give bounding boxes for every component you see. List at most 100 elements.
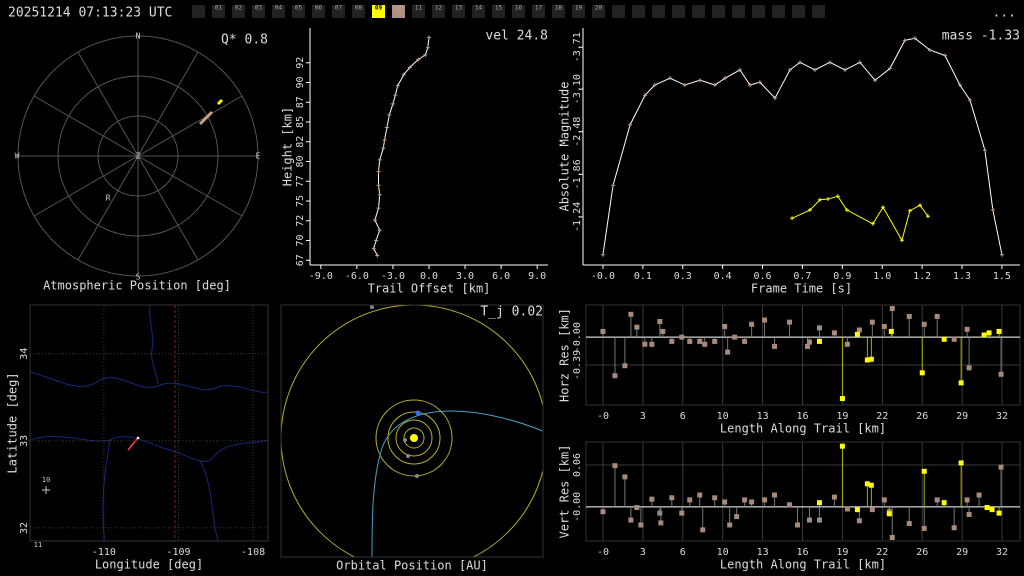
data-point bbox=[806, 339, 812, 345]
frame-label: 18 bbox=[555, 5, 563, 12]
frame-label: 12 bbox=[435, 5, 443, 12]
y-tick-label: 34 bbox=[19, 348, 30, 360]
data-point bbox=[375, 253, 380, 258]
data-point bbox=[816, 500, 822, 506]
y-tick-label: 85 bbox=[295, 116, 306, 128]
data-point bbox=[976, 492, 982, 498]
data-point bbox=[942, 53, 947, 58]
y-tick-label: -1.24 bbox=[572, 202, 583, 232]
data-point bbox=[886, 511, 892, 517]
frame-label: 16 bbox=[515, 5, 523, 12]
data-point bbox=[427, 35, 431, 40]
data-point bbox=[737, 67, 742, 72]
frame-thumb bbox=[732, 5, 745, 18]
y-axis-label: Vert Res [km] bbox=[558, 445, 572, 539]
data-point bbox=[712, 338, 718, 344]
x-tick-label: 0.7 bbox=[793, 271, 811, 282]
y-tick-label: 0.06 bbox=[572, 453, 583, 477]
data-point bbox=[425, 45, 430, 50]
y-tick-label: 70 bbox=[295, 234, 306, 246]
data-point bbox=[401, 72, 406, 77]
x-tick-label: 32 bbox=[996, 547, 1008, 558]
frame-label: 17 bbox=[535, 5, 543, 12]
data-point bbox=[917, 203, 922, 208]
x-tick-label: -3.0 bbox=[381, 271, 405, 282]
data-point bbox=[669, 495, 675, 501]
x-tick-label: 6.0 bbox=[492, 271, 510, 282]
timestamp: 20251214 07:13:23 UTC bbox=[8, 6, 172, 21]
x-tick-label: 1.2 bbox=[913, 271, 931, 282]
data-point bbox=[682, 83, 687, 88]
data-point bbox=[839, 396, 845, 402]
x-tick-label: 3 bbox=[640, 547, 646, 558]
data-point bbox=[844, 341, 850, 347]
x-tick-label: 19 bbox=[836, 547, 848, 558]
data-point bbox=[679, 510, 685, 516]
data-point bbox=[854, 507, 860, 513]
data-point bbox=[941, 336, 947, 342]
frame-thumb bbox=[772, 5, 785, 18]
frame-label: 05 bbox=[295, 5, 303, 12]
x-tick-label: 0.1 bbox=[634, 271, 652, 282]
x-tick-label: -6.0 bbox=[345, 271, 369, 282]
data-point bbox=[889, 535, 895, 541]
y-tick-label: 72 bbox=[295, 215, 306, 227]
map-frame bbox=[29, 304, 269, 542]
data-point bbox=[382, 138, 387, 143]
frame-thumb bbox=[752, 5, 765, 18]
x-tick-label: 29 bbox=[956, 547, 968, 558]
data-point bbox=[889, 306, 895, 312]
data-point bbox=[381, 146, 386, 151]
data-point bbox=[612, 373, 618, 379]
panel-title: Atmospheric Position [deg] bbox=[43, 279, 231, 293]
annotation: T_j 0.02 bbox=[480, 305, 543, 320]
data-point bbox=[622, 363, 628, 369]
point-label: N bbox=[136, 32, 141, 41]
point-label: E bbox=[256, 152, 261, 161]
x-tick-label: 16 bbox=[796, 547, 808, 558]
data-point bbox=[697, 338, 703, 344]
data-point bbox=[387, 112, 392, 117]
data-point bbox=[679, 334, 685, 340]
x-tick-label: 19 bbox=[836, 411, 848, 422]
x-tick-label: -0.0 bbox=[591, 271, 615, 282]
data-point bbox=[698, 78, 703, 83]
data-point bbox=[376, 206, 381, 211]
data-point bbox=[749, 321, 755, 327]
frame-thumb bbox=[412, 5, 425, 18]
menu-button[interactable]: ... bbox=[993, 6, 1016, 21]
data-point bbox=[384, 125, 389, 130]
data-point bbox=[984, 505, 990, 511]
data-point bbox=[839, 443, 845, 449]
data-point bbox=[377, 157, 382, 162]
data-point bbox=[870, 221, 875, 226]
frame-thumb bbox=[592, 5, 605, 18]
frame-label: 09 bbox=[375, 5, 383, 12]
frame-label: 08 bbox=[355, 5, 363, 12]
data-point bbox=[856, 518, 862, 524]
data-point bbox=[423, 52, 428, 57]
trail-end bbox=[216, 98, 224, 106]
y-tick-label: -0.00 bbox=[572, 492, 583, 522]
data-point bbox=[762, 317, 768, 323]
data-point bbox=[787, 319, 793, 325]
data-point bbox=[628, 311, 634, 317]
frame-thumb bbox=[212, 5, 225, 18]
data-point bbox=[687, 338, 693, 344]
y-tick-label: 32 bbox=[19, 522, 30, 534]
data-point bbox=[812, 67, 817, 72]
point-label: Z bbox=[136, 152, 141, 161]
data-point bbox=[816, 517, 822, 523]
data-point bbox=[712, 495, 718, 501]
y-tick-label: -0.00 bbox=[572, 322, 583, 352]
data-point bbox=[906, 313, 912, 319]
data-point bbox=[742, 497, 748, 503]
series-line bbox=[791, 195, 929, 242]
data-point bbox=[660, 328, 666, 334]
x-axis-label: Length Along Trail [km] bbox=[720, 558, 886, 572]
x-tick-label: -110 bbox=[92, 547, 116, 558]
frame-thumb bbox=[712, 5, 725, 18]
data-point bbox=[702, 341, 708, 347]
